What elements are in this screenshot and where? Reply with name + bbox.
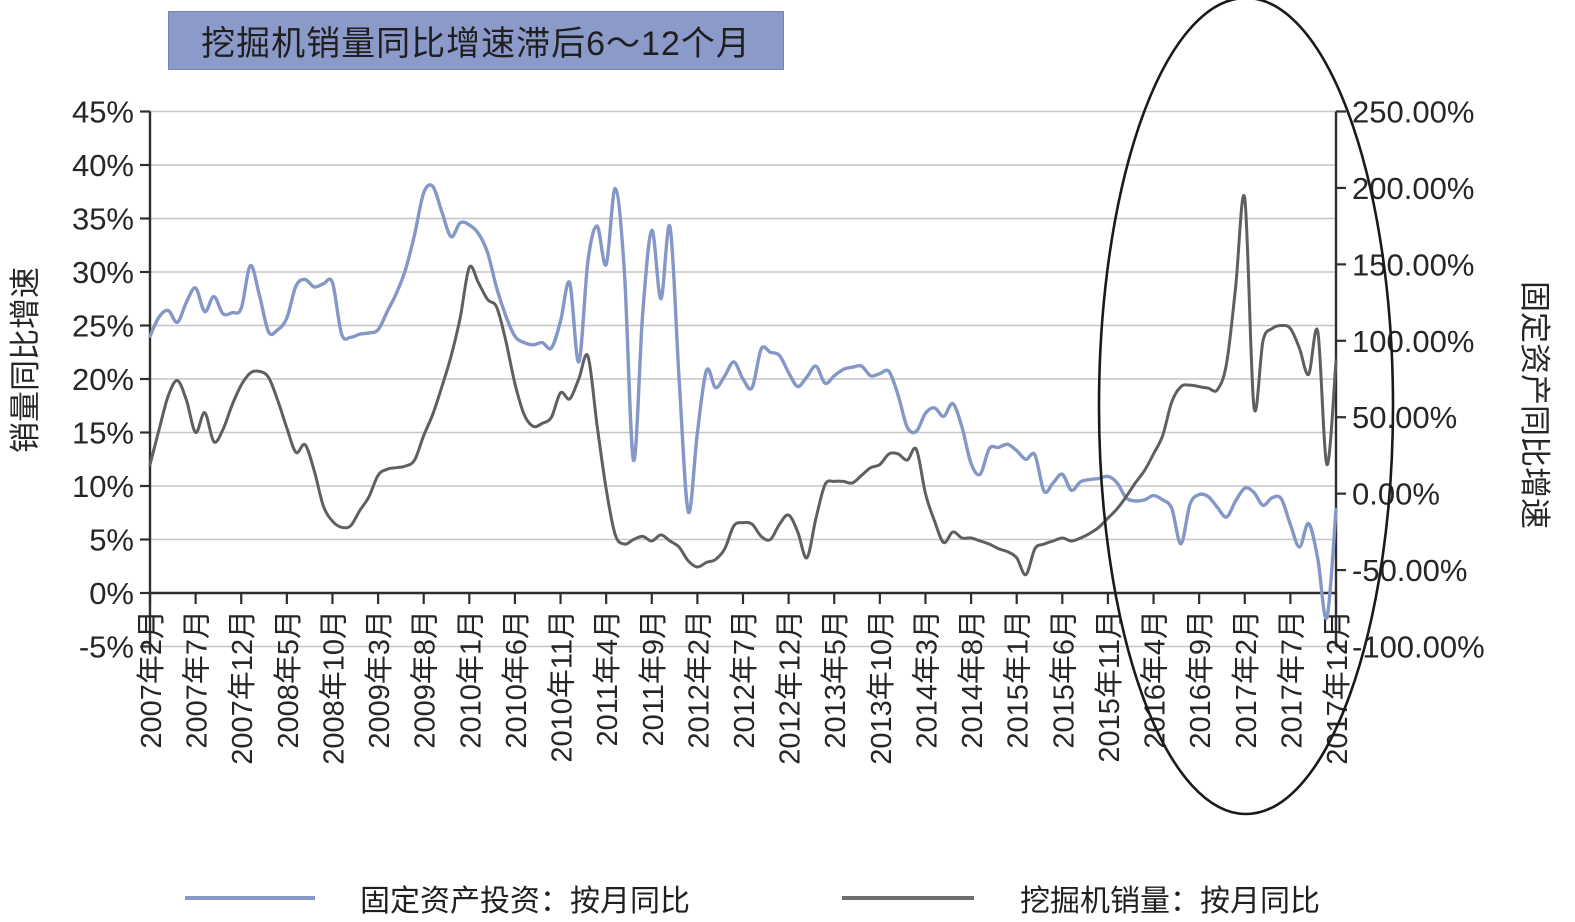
x-axis-tick-label: 2013年5月: [819, 610, 852, 749]
left-axis-tick-label: 45%: [72, 95, 134, 130]
chart-title-box: 挖掘机销量同比增速滞后6～12个月: [168, 11, 784, 70]
x-axis-tick-label: 2017年7月: [1275, 610, 1308, 749]
x-axis-tick-label: 2010年1月: [454, 610, 487, 749]
right-axis-tick-label: 50.00%: [1352, 400, 1457, 435]
x-axis-tick-label: 2017年2月: [1230, 610, 1263, 749]
left-axis-title: 销量同比增速: [8, 267, 43, 453]
right-axis-tick-label: -100.00%: [1352, 630, 1485, 665]
right-axis-title: 固定资产同比增速: [1517, 281, 1552, 529]
right-axis-tick-label: -50.00%: [1352, 553, 1467, 588]
legend: 固定资产投资：按月同比 挖掘机销量：按月同比: [0, 876, 1575, 920]
left-axis-tick-label: 20%: [72, 362, 134, 397]
left-axis-tick-label: 15%: [72, 416, 134, 451]
x-axis-tick-label: 2017年12月: [1321, 610, 1354, 765]
fai-series-line: [148, 183, 1338, 620]
x-axis-tick-label: 2010年6月: [500, 610, 533, 749]
x-axis-tick-label: 2016年9月: [1184, 610, 1217, 749]
left-axis-tick-label: -5%: [79, 630, 134, 665]
x-axis-tick-label: 2015年11月: [1093, 610, 1126, 763]
left-axis-tick-label: 30%: [72, 255, 134, 290]
chart-title: 挖掘机销量同比增速滞后6～12个月: [201, 25, 751, 63]
left-axis-tick-label: 25%: [72, 309, 134, 344]
x-axis-tick-label: 2014年3月: [910, 610, 943, 749]
right-axis-tick-label: 250.00%: [1352, 95, 1474, 130]
x-axis-tick-label: 2015年1月: [1002, 610, 1035, 749]
x-axis-tick-label: 2012年7月: [728, 610, 761, 749]
highlight-ellipse-annotation: [1097, 0, 1395, 816]
right-axis-tick-label: 0.00%: [1352, 477, 1440, 512]
x-axis-tick-label: 2007年7月: [181, 610, 214, 749]
x-axis-tick-label: 2010年11月: [546, 610, 579, 763]
left-axis-tick-label: 5%: [89, 523, 134, 558]
x-axis-tick-label: 2013年10月: [865, 610, 898, 765]
x-axis-tick-label: 2007年12月: [226, 610, 259, 765]
left-axis-tick-label: 10%: [72, 469, 134, 504]
x-axis-tick-label: 2012年2月: [682, 610, 715, 749]
x-axis-tick-label: 2007年2月: [135, 610, 168, 749]
left-axis-tick-label: 40%: [72, 148, 134, 183]
excavator-legend-label: 挖掘机销量：按月同比: [1020, 885, 1320, 918]
right-axis-tick-label: 100.00%: [1352, 324, 1474, 359]
right-axis-tick-label: 150.00%: [1352, 247, 1474, 282]
x-axis-tick-label: 2008年10月: [317, 610, 350, 765]
x-axis-tick-label: 2014年8月: [956, 610, 989, 749]
x-axis-tick-label: 2015年6月: [1047, 610, 1080, 749]
x-axis-tick-label: 2009年3月: [363, 610, 396, 749]
x-axis-tick-label: 2012年12月: [774, 610, 807, 765]
left-axis-tick-label: 0%: [89, 576, 134, 611]
left-axis-tick-label: 35%: [72, 202, 134, 237]
fai-legend-line-swatch: [185, 896, 315, 900]
x-axis-tick-label: 2011年4月: [591, 610, 624, 747]
fai-legend-label: 固定资产投资：按月同比: [360, 885, 690, 918]
excavator-legend-line-swatch: [842, 896, 974, 900]
excavator-series-line: [148, 194, 1338, 577]
x-axis-tick-label: 2009年8月: [409, 610, 442, 749]
x-axis-tick-label: 2008年5月: [272, 610, 305, 749]
x-axis-tick-label: 2011年9月: [637, 610, 670, 747]
